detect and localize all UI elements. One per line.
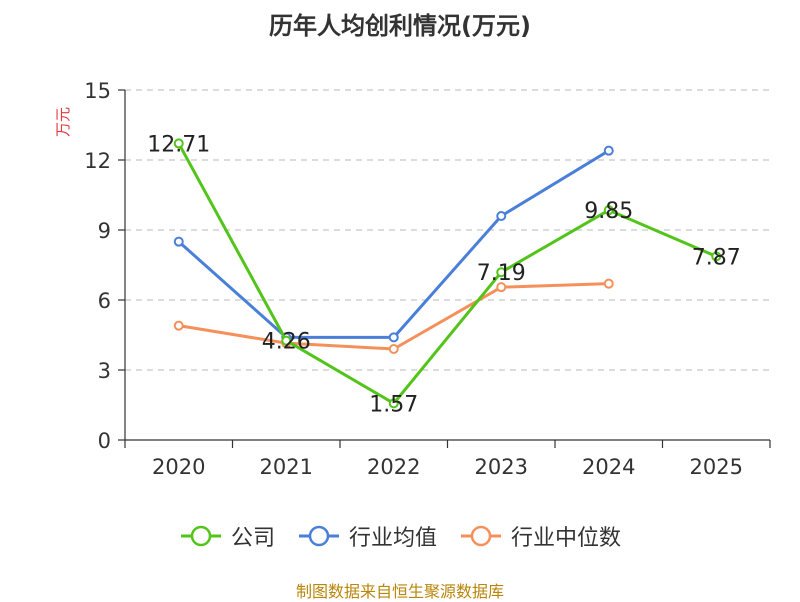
data-point [388, 398, 399, 409]
data-point [388, 332, 399, 343]
legend: 公司 行业均值 行业中位数 [0, 520, 800, 552]
data-point [603, 145, 614, 156]
data-point [496, 267, 507, 278]
y-tick-label: 12 [84, 149, 111, 173]
legend-marker-industry-mean-icon [298, 525, 339, 547]
legend-item-industry-median[interactable]: 行业中位数 [459, 520, 621, 552]
data-label: 1.57 [369, 392, 418, 417]
x-tick-label: 2024 [582, 455, 635, 479]
y-tick-label: 3 [98, 359, 111, 383]
y-axis-label: 万元 [54, 107, 72, 137]
data-label: 4.26 [262, 330, 311, 355]
legend-item-industry-mean[interactable]: 行业均值 [297, 520, 437, 552]
x-tick-label: 2021 [260, 455, 313, 479]
axes: 0 3 6 9 12 15 2020 2021 2022 2023 2024 2025 万元 [54, 79, 771, 479]
data-label: 9.85 [584, 199, 633, 224]
x-tick-label: 2022 [367, 455, 420, 479]
data-point [496, 282, 507, 293]
series-line-1 [177, 149, 610, 339]
x-tick-label: 2025 [690, 455, 743, 479]
x-tick-label: 2023 [475, 455, 528, 479]
data-point [603, 205, 614, 216]
y-tick-label: 9 [98, 219, 111, 243]
legend-marker-industry-median-icon [461, 525, 501, 547]
data-source-note: 制图数据来自恒生聚源数据库 [295, 582, 504, 601]
data-point [711, 251, 722, 262]
y-tick-label: 0 [98, 429, 111, 453]
data-point [173, 236, 184, 247]
legend-item-company[interactable]: 公司 [179, 520, 275, 552]
y-tick-label: 15 [84, 79, 111, 103]
legend-label-industry-mean: 行业均值 [348, 526, 437, 551]
data-point [603, 278, 614, 289]
legend-marker-company-icon [180, 525, 221, 547]
data-point [173, 320, 184, 331]
legend-label-company: 公司 [230, 526, 275, 551]
data-label: 7.87 [692, 245, 741, 270]
data-label: 12.71 [147, 132, 210, 157]
grid-lines [125, 89, 770, 371]
x-tick-label: 2020 [152, 455, 205, 479]
series-line-0 [177, 142, 717, 405]
series-lines [173, 138, 722, 409]
data-label: 7.19 [477, 261, 526, 286]
data-point [281, 335, 292, 346]
data-point [496, 211, 507, 221]
data-point [388, 344, 399, 354]
legend-label-industry-median: 行业中位数 [511, 526, 622, 551]
y-tick-label: 6 [98, 289, 111, 313]
data-point [173, 138, 184, 149]
chart-title: 历年人均创利情况(万元) [269, 12, 531, 40]
data-labels: 12.71 4.26 1.57 7.19 9.85 7.87 [147, 132, 740, 417]
